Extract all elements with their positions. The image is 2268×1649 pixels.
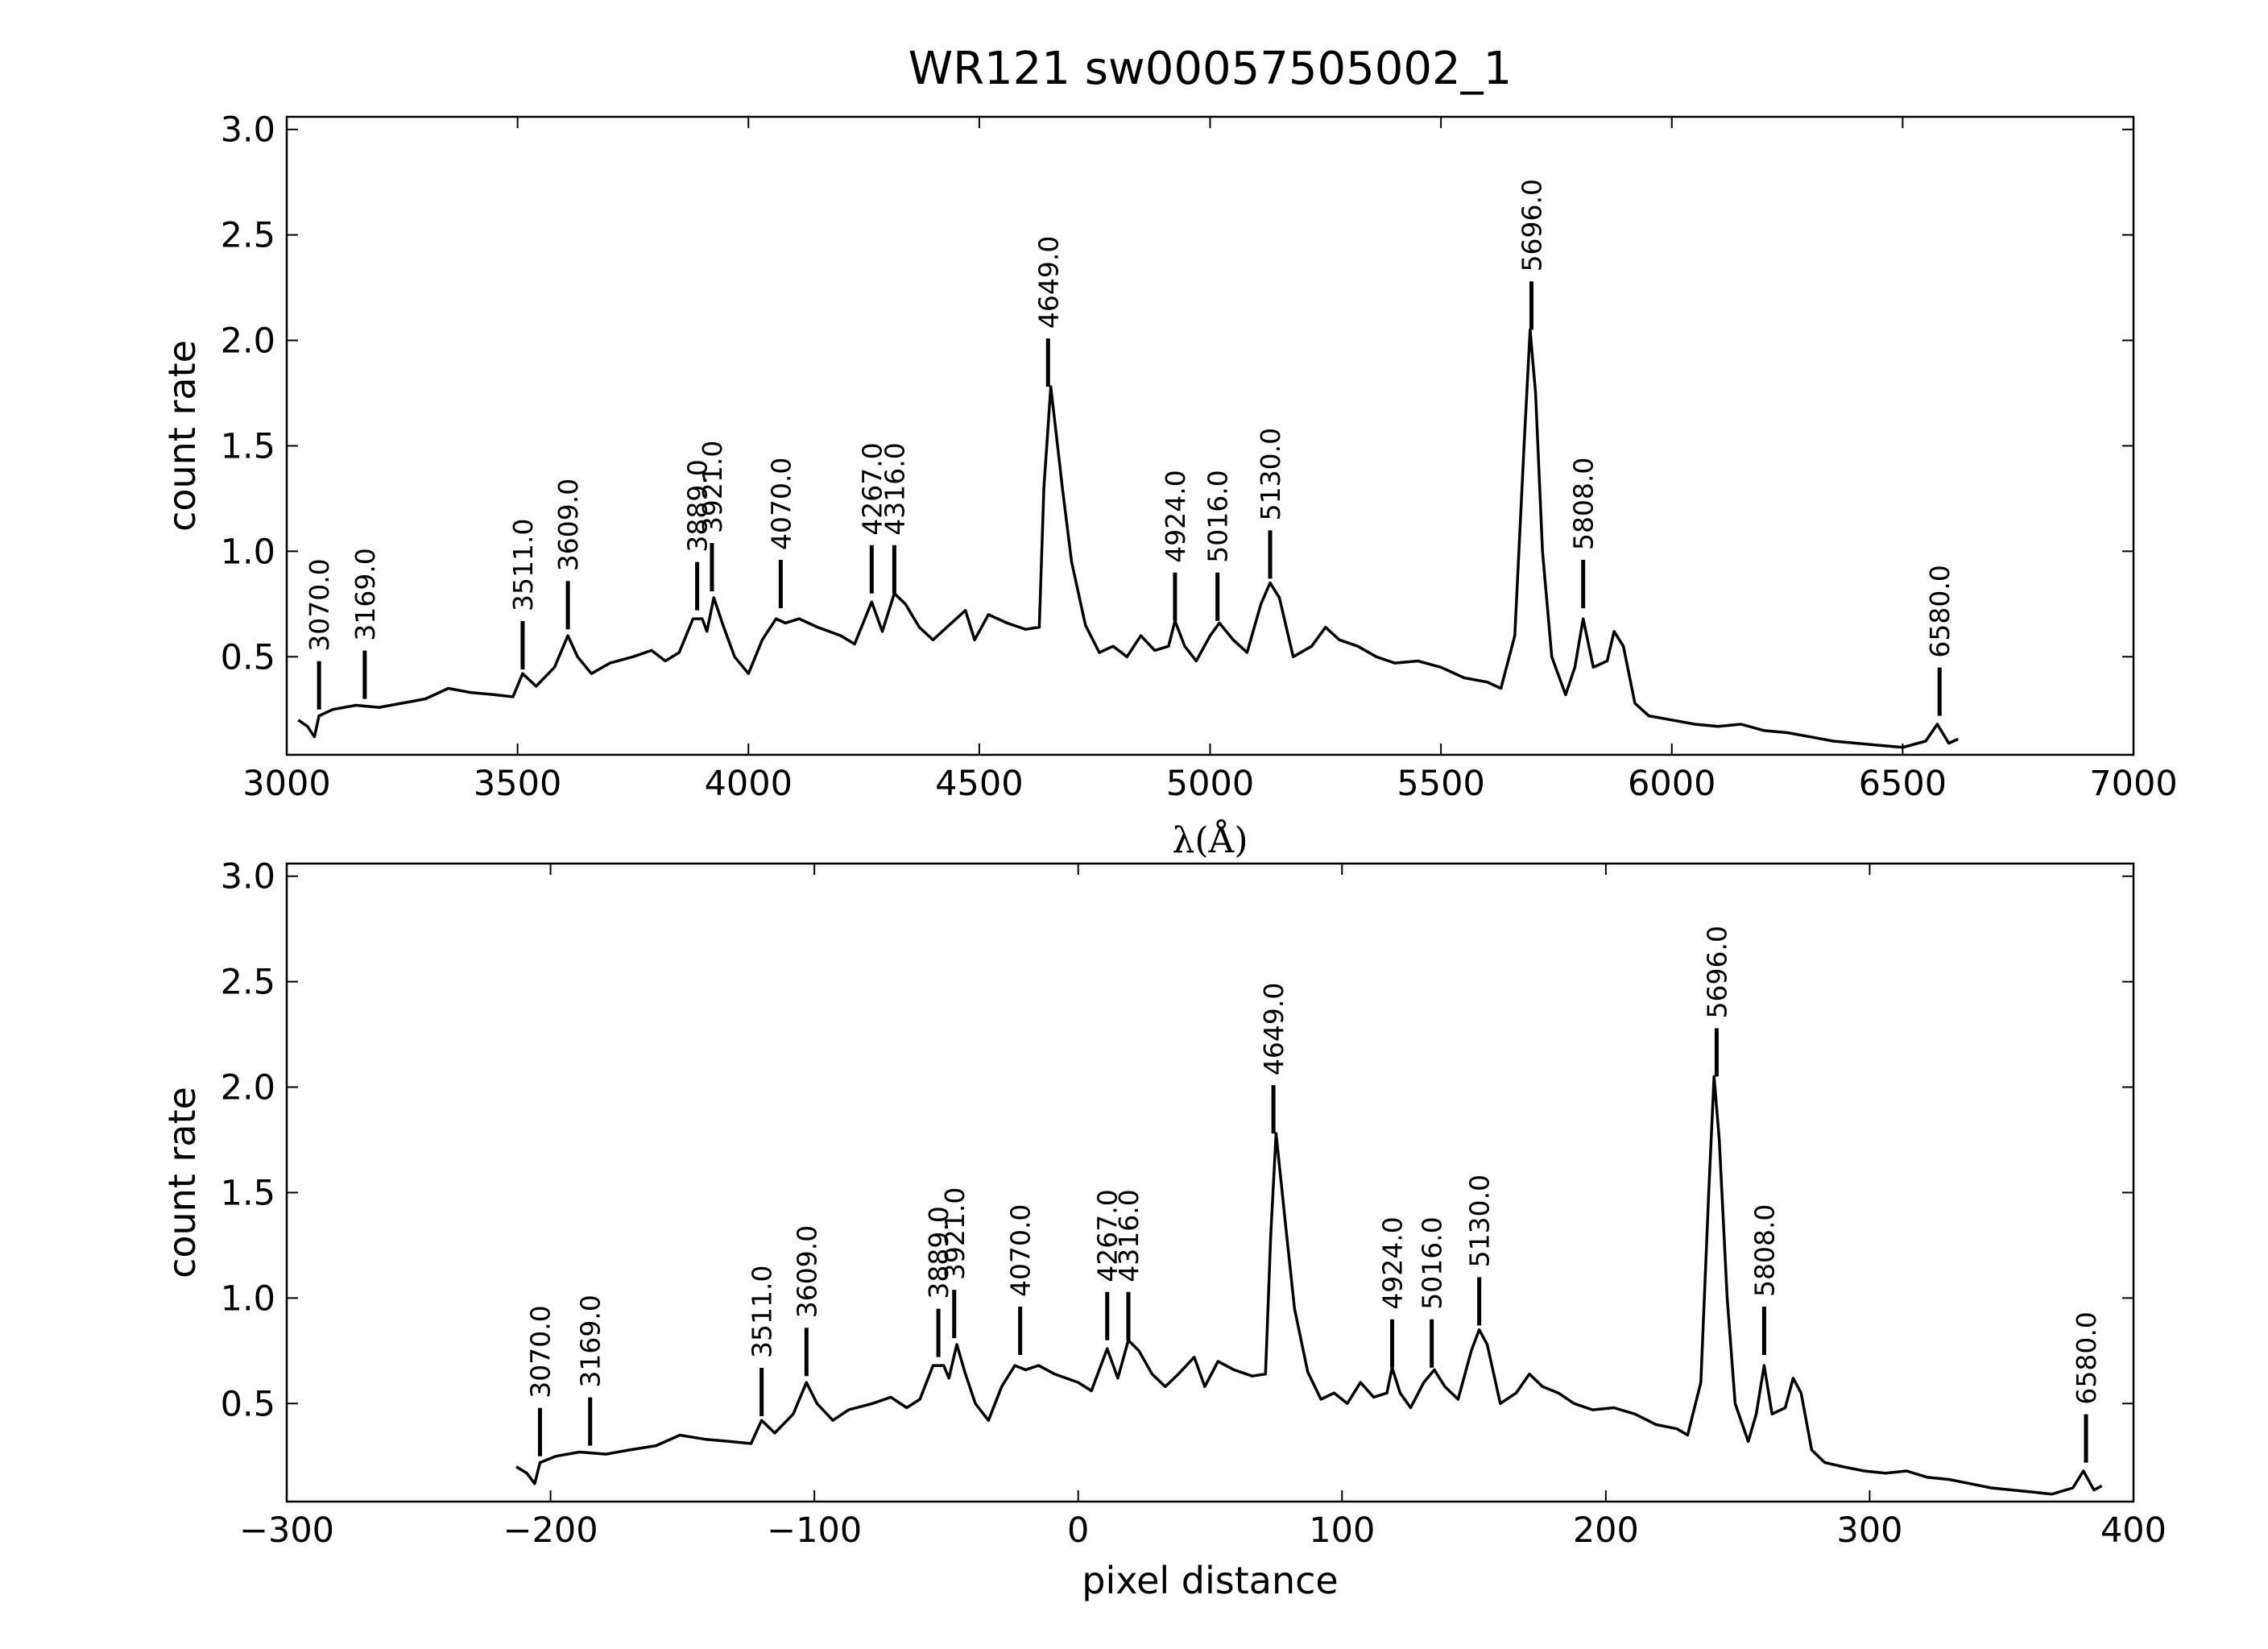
line-marker-label: 3070.0: [304, 558, 335, 651]
plot-area: [297, 328, 1959, 749]
line-marker-label: 5130.0: [1255, 428, 1286, 520]
line-marker-label: 3921.0: [939, 1187, 971, 1280]
line-marker-label: 3511.0: [507, 518, 539, 611]
line-marker-label: 4070.0: [765, 458, 797, 550]
x-tick-label: −300: [239, 1510, 334, 1551]
y-tick-label: 3.0: [221, 110, 275, 151]
line-marker-label: 4924.0: [1377, 1216, 1409, 1309]
x-tick-label: 5500: [1397, 764, 1484, 804]
x-tick-label: 200: [1573, 1510, 1639, 1551]
x-axis-label: pixel distance: [1082, 1559, 1338, 1602]
line-marker-label: 5016.0: [1202, 470, 1234, 562]
line-marker-label: 3511.0: [747, 1265, 778, 1357]
x-tick-label: 3500: [474, 764, 561, 804]
line-marker-label: 3609.0: [553, 479, 584, 571]
y-tick-label: 1.5: [221, 426, 275, 466]
y-tick-label: 1.5: [221, 1173, 275, 1213]
line-marker-label: 3889.0: [682, 459, 714, 552]
x-tick-label: −100: [767, 1510, 862, 1551]
line-marker-label: 4070.0: [1005, 1204, 1037, 1297]
x-tick-label: 300: [1836, 1510, 1902, 1551]
spectrum-line: [297, 328, 1959, 749]
y-tick-label: 2.5: [221, 216, 275, 256]
x-tick-label: −200: [503, 1510, 598, 1551]
spectrum-line: [515, 1075, 2103, 1496]
line-marker-label: 5808.0: [1568, 458, 1600, 550]
x-tick-label: 7000: [2089, 764, 2177, 804]
line-marker-label: 6580.0: [2071, 1311, 2102, 1404]
line-marker-label: 4316.0: [879, 442, 910, 535]
axes-frame: [285, 862, 2135, 1503]
line-marker-label: 3921.0: [697, 441, 728, 533]
line-marker-label: 4267.0: [1092, 1189, 1124, 1282]
x-tick-label: 6000: [1628, 764, 1715, 804]
x-tick-label: 0: [1067, 1510, 1089, 1551]
y-axis-label: count rate: [160, 1087, 204, 1278]
line-marker-label: 4924.0: [1160, 470, 1191, 562]
x-tick-label: 3000: [242, 764, 330, 804]
line-marker-label: 4267.0: [856, 442, 888, 535]
x-tick-label: 5000: [1166, 764, 1254, 804]
line-marker-label: 3169.0: [350, 548, 381, 640]
y-tick-label: 2.5: [221, 963, 275, 1003]
axes-frame: [285, 115, 2135, 756]
y-tick-label: 0.5: [221, 1384, 275, 1424]
line-marker-label: 5808.0: [1749, 1204, 1780, 1297]
x-axis-label: λ(Å): [1173, 818, 1248, 861]
y-tick-label: 1.0: [221, 532, 275, 572]
x-tick-label: 100: [1309, 1510, 1375, 1551]
y-axis-label: count rate: [160, 340, 204, 532]
line-marker-label: 5696.0: [1701, 926, 1732, 1018]
line-marker-label: 5130.0: [1464, 1175, 1496, 1267]
y-tick-label: 3.0: [221, 857, 275, 897]
plot-area: [515, 1075, 2103, 1496]
line-marker-label: 3169.0: [575, 1295, 606, 1387]
x-tick-label: 4500: [935, 764, 1023, 804]
line-marker-label: 4649.0: [1033, 236, 1064, 329]
x-tick-label: 4000: [705, 764, 793, 804]
line-marker-label: 3070.0: [524, 1305, 556, 1398]
line-marker-label: 3889.0: [923, 1206, 954, 1299]
line-marker-label: 3609.0: [791, 1225, 822, 1318]
line-marker-label: 5696.0: [1516, 179, 1547, 271]
line-marker-label: 4316.0: [1113, 1189, 1144, 1282]
y-tick-label: 0.5: [221, 637, 275, 677]
y-tick-label: 1.0: [221, 1278, 275, 1319]
x-tick-label: 400: [2100, 1510, 2167, 1551]
line-marker-label: 4649.0: [1258, 983, 1289, 1075]
chart-title: WR121 sw00057505002_1: [908, 43, 1513, 95]
x-tick-label: 6500: [1859, 764, 1947, 804]
line-marker-label: 5016.0: [1417, 1216, 1448, 1309]
line-marker-label: 6580.0: [1924, 565, 1956, 657]
y-tick-label: 2.0: [221, 1068, 275, 1108]
y-tick-label: 2.0: [221, 321, 275, 362]
